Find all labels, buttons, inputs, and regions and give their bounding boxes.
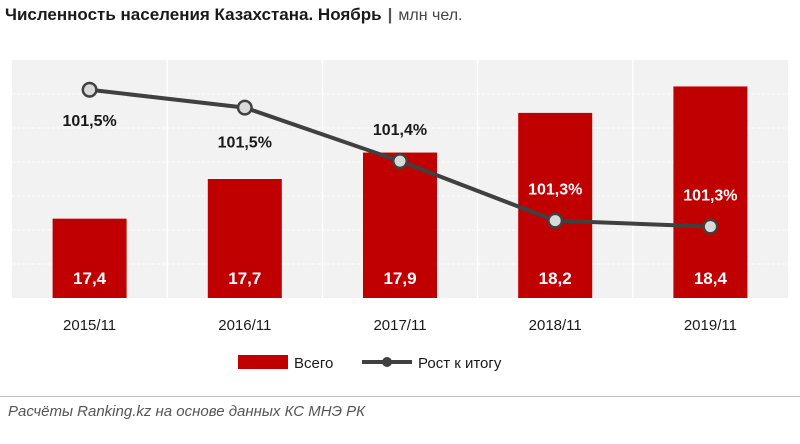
bar-value-label: 18,2 (539, 269, 572, 288)
x-tick-label: 2015/11 (63, 317, 116, 334)
bar-value-label: 17,9 (383, 269, 416, 288)
bar-value-label: 17,7 (228, 269, 261, 288)
bar-2016/11 (207, 179, 282, 298)
growth-value-label: 101,3% (528, 182, 582, 199)
legend-swatch-marker (382, 357, 392, 367)
growth-value-label: 101,3% (683, 188, 737, 205)
growth-point (704, 221, 716, 233)
x-tick-label: 2016/11 (218, 317, 271, 334)
growth-value-label: 101,4% (373, 122, 427, 139)
bar-2017/11 (363, 152, 437, 298)
source-note: Расчёты Ranking.kz на основе данных КС М… (8, 403, 366, 420)
chart-title: Численность населения Казахстана. Ноябрь… (5, 5, 462, 25)
bar-2018/11 (518, 112, 593, 298)
growth-point (549, 215, 561, 227)
population-chart: 17,4 17,7 17,9 18,2 18,4 101,5% 101,5% 101,4% 10… (12, 60, 788, 372)
x-tick-label: 2019/11 (684, 317, 737, 334)
bar-value-label: 18,4 (694, 269, 728, 288)
growth-value-label: 101,5% (218, 135, 272, 152)
bar-2019/11 (673, 86, 748, 298)
title-separator: | (387, 5, 393, 24)
chart-title-text: Численность населения Казахстана. Ноябрь (5, 5, 382, 24)
x-tick-label: 2017/11 (373, 317, 426, 334)
chart-unit: млн чел. (398, 7, 463, 24)
growth-point (239, 102, 251, 114)
legend-swatch-bar (238, 355, 288, 369)
x-tick-label: 2018/11 (529, 317, 582, 334)
legend-label-bar: Всего (294, 355, 333, 372)
bar-value-label: 17,4 (73, 269, 107, 288)
bar-2015/11 (52, 218, 127, 298)
growth-point (394, 155, 406, 167)
growth-value-label: 101,5% (62, 113, 116, 130)
legend-label-line: Рост к итогу (418, 355, 502, 372)
footer-divider (0, 396, 800, 397)
growth-point (84, 84, 96, 96)
